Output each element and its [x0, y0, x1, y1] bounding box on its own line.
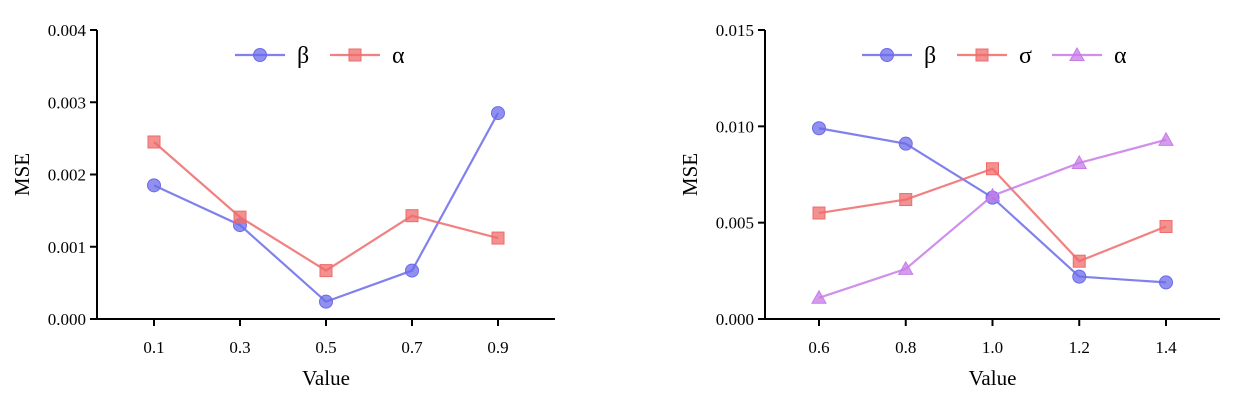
x-tick-label: 1.2	[1069, 338, 1090, 357]
series-circle	[147, 106, 505, 309]
legend-marker	[880, 48, 894, 62]
y-tick-label: 0.015	[716, 21, 754, 40]
x-tick-label: 1.0	[982, 338, 1003, 357]
data-point	[491, 106, 505, 121]
data-point	[1158, 131, 1174, 146]
y-tick-label: 0.000	[48, 310, 86, 329]
chart-mse-left: 0.000 0.001 0.002 0.003 0.004 0.1 0.3 0.5 0.7 0.9…	[10, 21, 555, 390]
data-point	[319, 264, 333, 278]
chart-mse-right: 0.000 0.005 0.010 0.015 0.6 0.8 1.0 1.2 1.4 Value…	[678, 21, 1220, 390]
x-tick-label: 0.8	[895, 338, 916, 357]
x-axis-title: Value	[969, 366, 1017, 390]
data-point	[899, 193, 913, 207]
y-tick-label: 0.005	[716, 214, 754, 233]
x-tick-label: 0.5	[315, 338, 336, 357]
y-tick-label: 0.001	[48, 238, 86, 257]
data-point	[811, 289, 827, 304]
data-point	[319, 294, 333, 309]
data-point	[147, 178, 161, 193]
x-tick-label: 0.1	[143, 338, 164, 357]
legend-label: α	[392, 43, 405, 69]
y-tick-label: 0.002	[48, 166, 86, 185]
data-point	[1071, 154, 1088, 169]
series-square	[812, 162, 1173, 268]
y-tick-label: 0.000	[716, 310, 754, 329]
data-point	[405, 209, 419, 223]
legend-marker	[975, 48, 989, 62]
data-point	[897, 260, 914, 275]
legend-label: β	[297, 43, 309, 69]
legend-label: σ	[1019, 43, 1032, 69]
data-point	[984, 187, 1001, 202]
y-tick-label: 0.003	[48, 93, 86, 112]
data-point	[491, 231, 505, 245]
legend-marker	[1069, 46, 1085, 61]
y-tick-label: 0.004	[48, 21, 87, 40]
data-point	[1159, 220, 1173, 234]
series-line	[818, 167, 1167, 263]
y-axis-title: MSE	[678, 153, 702, 196]
x-axis-title: Value	[302, 366, 350, 390]
legend-marker	[253, 48, 267, 62]
x-tick-label: 0.6	[808, 338, 829, 357]
data-point	[812, 121, 826, 136]
data-point	[1072, 254, 1086, 268]
data-point	[405, 263, 419, 278]
legend-label: β	[924, 43, 936, 69]
data-point	[1072, 269, 1087, 284]
x-tick-label: 0.9	[487, 338, 508, 357]
x-tick-label: 0.7	[401, 338, 423, 357]
series-triangle	[811, 131, 1174, 304]
data-point	[1159, 275, 1173, 290]
series-square	[147, 135, 505, 278]
data-point	[147, 135, 161, 149]
legend-marker	[348, 48, 362, 62]
data-point	[898, 136, 913, 151]
x-tick-label: 1.4	[1155, 338, 1177, 357]
data-point	[986, 162, 999, 176]
legend-label: α	[1114, 43, 1127, 69]
y-tick-label: 0.010	[716, 117, 754, 136]
y-axis-title: MSE	[10, 153, 34, 196]
data-point	[233, 210, 247, 224]
x-tick-label: 0.3	[229, 338, 250, 357]
data-point	[812, 206, 826, 220]
